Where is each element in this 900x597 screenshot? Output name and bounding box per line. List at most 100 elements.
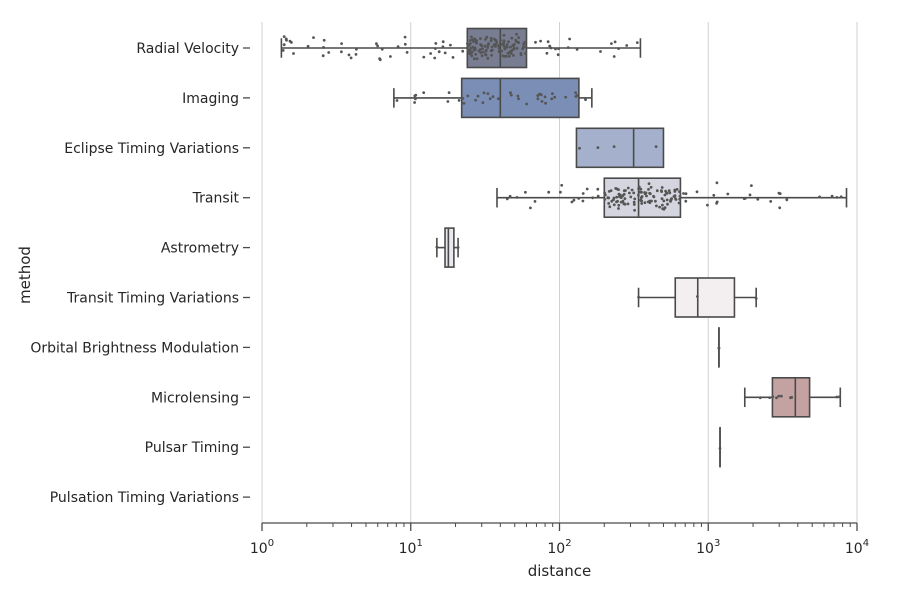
- data-point: [524, 52, 527, 55]
- swarm-points: [281, 32, 843, 450]
- data-point: [633, 197, 637, 201]
- data-point: [376, 44, 379, 48]
- data-point: [637, 295, 640, 299]
- data-point: [596, 194, 600, 198]
- data-point: [581, 192, 585, 195]
- data-point: [474, 52, 478, 56]
- data-point: [484, 49, 488, 53]
- data-point: [282, 35, 286, 38]
- data-point: [479, 51, 483, 55]
- data-point: [506, 51, 510, 55]
- data-point: [496, 97, 500, 101]
- data-point: [621, 199, 625, 203]
- data-point: [596, 187, 600, 191]
- data-point: [632, 200, 636, 204]
- data-point: [637, 193, 640, 197]
- data-point: [422, 91, 426, 94]
- data-point: [505, 43, 509, 47]
- data-point: [481, 50, 485, 54]
- data-point: [380, 47, 384, 51]
- data-point: [462, 101, 466, 105]
- data-point: [575, 48, 579, 51]
- data-point: [281, 49, 285, 52]
- data-point: [494, 39, 498, 42]
- data-point: [540, 100, 544, 103]
- data-point: [517, 36, 521, 39]
- data-point: [549, 46, 553, 50]
- data-point: [550, 97, 554, 101]
- data-point: [378, 57, 381, 61]
- data-point: [617, 203, 621, 207]
- data-point: [678, 197, 682, 201]
- data-point: [441, 45, 445, 49]
- data-point: [564, 95, 568, 99]
- data-point: [504, 54, 508, 58]
- data-point: [640, 202, 644, 205]
- data-point: [497, 44, 500, 48]
- data-point: [340, 42, 343, 45]
- y-tick-label-pulsation-timing-variations: Pulsation Timing Variations: [50, 490, 239, 506]
- data-point: [473, 57, 476, 61]
- data-point: [551, 92, 554, 95]
- data-point: [524, 190, 527, 194]
- data-point: [678, 194, 682, 198]
- data-point: [483, 44, 487, 48]
- data-point: [477, 49, 481, 53]
- data-point: [663, 193, 667, 197]
- data-point: [777, 394, 781, 398]
- data-point: [312, 36, 315, 39]
- data-point: [778, 192, 782, 196]
- data-point: [347, 53, 351, 57]
- data-point: [536, 94, 540, 97]
- data-point: [839, 195, 843, 199]
- data-point: [509, 93, 513, 97]
- data-point: [485, 35, 489, 39]
- data-point: [664, 189, 667, 193]
- data-point: [466, 94, 470, 98]
- data-point: [375, 42, 378, 46]
- data-point: [413, 101, 416, 104]
- data-point: [568, 37, 571, 41]
- data-point: [389, 55, 392, 58]
- data-point: [726, 192, 730, 196]
- data-point: [677, 201, 681, 205]
- data-point: [835, 196, 839, 199]
- data-point: [498, 49, 502, 52]
- data-point: [625, 44, 629, 47]
- data-point: [838, 395, 841, 398]
- data-point: [502, 33, 506, 37]
- data-point: [510, 36, 514, 40]
- y-tick-label-microlensing: Microlensing: [151, 390, 239, 406]
- data-point: [778, 206, 782, 210]
- data-point: [512, 54, 515, 57]
- data-point: [665, 198, 669, 202]
- data-point: [771, 395, 775, 399]
- data-point: [443, 51, 447, 55]
- data-point: [515, 47, 519, 50]
- data-point: [546, 40, 550, 44]
- data-point: [566, 46, 570, 49]
- data-point: [775, 396, 778, 400]
- data-point: [554, 47, 557, 51]
- data-point: [607, 196, 611, 200]
- data-point: [672, 195, 676, 198]
- data-point: [660, 189, 663, 193]
- y-tick-label-radial-velocity: Radial Velocity: [136, 41, 239, 57]
- data-point: [768, 396, 771, 399]
- data-point: [684, 192, 688, 196]
- data-point: [292, 52, 295, 55]
- x-tick-label: 102: [547, 538, 571, 557]
- box-imaging: [460, 77, 580, 119]
- data-point: [470, 50, 474, 54]
- data-point: [502, 44, 506, 48]
- data-point: [285, 38, 288, 42]
- data-point: [355, 47, 358, 51]
- data-point: [322, 38, 326, 42]
- data-point: [503, 47, 507, 51]
- data-point: [557, 47, 560, 51]
- data-point: [509, 45, 512, 49]
- data-point: [434, 47, 437, 50]
- data-point: [607, 202, 611, 205]
- data-point: [706, 203, 709, 207]
